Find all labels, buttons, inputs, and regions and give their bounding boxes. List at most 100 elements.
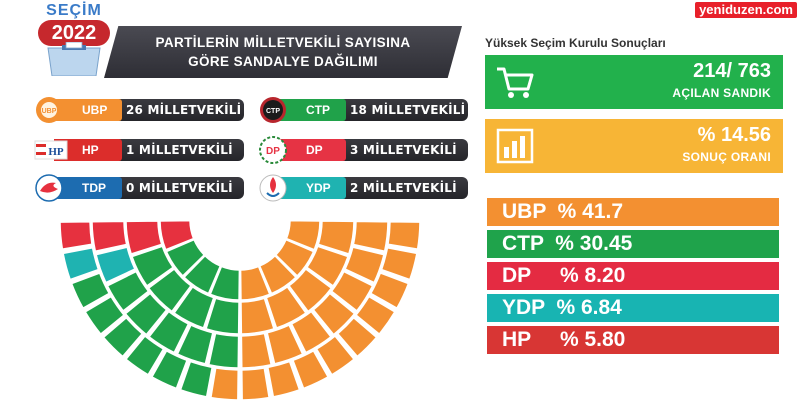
- title-banner: PARTİLERİN MİLLETVEKİLİ SAYISINA GÖRE SA…: [104, 26, 462, 78]
- svg-text:CTP: CTP: [266, 108, 280, 115]
- result-rate-value: % 14.56: [697, 124, 771, 146]
- seat-ubp: [274, 238, 315, 277]
- seat-ubp: [330, 270, 374, 312]
- seat-hp: [59, 221, 93, 250]
- tdp-dove-logo: [35, 174, 63, 202]
- seat-ctp: [131, 245, 175, 287]
- seat-ctp: [205, 297, 240, 335]
- result-bar-ctp: CTP % 30.45: [487, 230, 779, 258]
- seat-ctp: [176, 324, 214, 365]
- result-rate-label: SONUÇ ORANI: [682, 150, 771, 164]
- seat-count: 1 MİLLETVEKİLİ: [126, 143, 233, 157]
- dp-wreath-logo: DP: [259, 136, 287, 164]
- seat-count: 26 MİLLETVEKİLİ: [126, 103, 242, 117]
- page-title-line-1: PARTİLERİN MİLLETVEKİLİ SAYISINA: [155, 35, 411, 50]
- seat-dp: [159, 219, 195, 251]
- seat-ctp: [124, 334, 165, 376]
- party-abbr: YDP: [278, 177, 346, 199]
- party-row-ubp: UBP 26 MİLLETVEKİLİ UBP: [34, 97, 244, 123]
- yeniduzen-logo: yeniduzen.com: [695, 2, 797, 18]
- seat-ubp: [266, 324, 304, 365]
- opened-ballot-box: 214/ 763 AÇILAN SANDIK: [485, 55, 783, 109]
- seat-ctp: [207, 332, 240, 369]
- seat-ubp: [287, 267, 333, 313]
- seat-ctp: [179, 360, 214, 398]
- ctp-star-logo: CTP: [260, 97, 286, 123]
- logo-word: SEÇİM: [46, 2, 102, 19]
- party-row-dp: DP 3 MİLLETVEKİLİ DP: [258, 136, 468, 164]
- seat-ctp: [84, 295, 126, 336]
- seat-ctp: [102, 316, 144, 358]
- result-rate-box: % 14.56 SONUÇ ORANI: [485, 119, 783, 173]
- seat-ubp: [380, 246, 418, 281]
- party-row-ctp: CTP 18 MİLLETVEKİLİ CTP: [258, 97, 468, 123]
- seat-ctp: [70, 272, 111, 310]
- cart-icon: [497, 67, 534, 98]
- seat-ubp: [305, 245, 349, 287]
- seat-ubp: [258, 254, 297, 295]
- seat-ctp: [147, 267, 193, 313]
- seat-count: 2 MİLLETVEKİLİ: [350, 181, 457, 195]
- result-bar-dp: DP % 8.20: [487, 262, 779, 290]
- party-row-ydp: YDP 2 MİLLETVEKİLİ: [258, 174, 468, 202]
- seat-count: 18 MİLLETVEKİLİ: [350, 103, 466, 117]
- ballot-box-icon: [47, 42, 101, 76]
- seat-ydp: [62, 246, 100, 281]
- result-bar-hp: HP % 5.80: [487, 326, 779, 354]
- ydp-flame-logo: [259, 174, 287, 202]
- seat-ubp: [317, 220, 355, 255]
- page-title-line-2: GÖRE SANDALYE DAĞILIMI: [188, 54, 378, 69]
- seat-ubp: [265, 285, 307, 329]
- seat-ubp: [285, 219, 321, 251]
- seat-count: 3 MİLLETVEKİLİ: [350, 143, 457, 157]
- seat-ubp: [336, 316, 378, 358]
- seat-ubp: [290, 310, 332, 354]
- seat-ubp: [387, 221, 421, 250]
- party-row-hp: HP 1 MİLLETVEKİLİ HP: [34, 138, 244, 162]
- seat-ubp: [210, 367, 239, 400]
- svg-text:UBP: UBP: [42, 108, 57, 115]
- opened-ballot-value: 214/ 763: [693, 60, 771, 82]
- result-bar-ydp: YDP % 6.84: [487, 294, 779, 322]
- seat-ubp: [266, 360, 301, 398]
- seat-ctp: [124, 292, 168, 336]
- seat-ctp: [165, 238, 206, 277]
- result-bar-ubp: UBP % 41.7: [487, 198, 779, 226]
- seat-ubp: [239, 265, 271, 301]
- seat-ctp: [183, 254, 222, 295]
- seat-ubp: [292, 349, 330, 390]
- election-2022-logo: SEÇİM 2022: [30, 2, 118, 80]
- seat-ubp: [354, 295, 396, 336]
- seat-ctp: [173, 285, 215, 329]
- seat-ubp: [344, 246, 385, 284]
- seat-ubp: [312, 292, 356, 336]
- party-abbr: HP: [54, 139, 122, 161]
- seat-ubp: [240, 297, 275, 335]
- opened-ballot-label: AÇILAN SANDIK: [672, 86, 771, 100]
- party-abbr: UBP: [54, 99, 122, 121]
- seat-dp: [91, 220, 128, 253]
- seat-ubp: [315, 334, 356, 376]
- seat-ctp: [148, 310, 190, 354]
- seat-dp: [125, 220, 163, 255]
- bar-chart-icon: [496, 128, 534, 164]
- panel-title: Yüksek Seçim Kurulu Sonuçları: [485, 36, 666, 50]
- party-abbr: CTP: [278, 99, 346, 121]
- ubp-sun-logo: UBP: [36, 97, 62, 123]
- seat-count: 0 MİLLETVEKİLİ: [126, 181, 233, 195]
- party-abbr: DP: [278, 139, 346, 161]
- party-row-tdp: TDP 0 MİLLETVEKİLİ: [34, 174, 244, 202]
- seat-ubp: [369, 272, 410, 310]
- svg-text:HP: HP: [48, 146, 64, 158]
- seat-ydp: [95, 246, 136, 284]
- hp-flag-logo: HP: [34, 140, 68, 160]
- seat-ubp: [241, 367, 270, 400]
- seat-ctp: [150, 349, 188, 390]
- seat-ubp: [240, 332, 273, 369]
- seat-ctp: [209, 265, 241, 301]
- seat-ubp: [352, 220, 389, 253]
- parliament-seat-chart: [59, 219, 421, 400]
- party-abbr: TDP: [54, 177, 122, 199]
- seat-ctp: [106, 270, 150, 312]
- svg-text:DP: DP: [266, 146, 280, 157]
